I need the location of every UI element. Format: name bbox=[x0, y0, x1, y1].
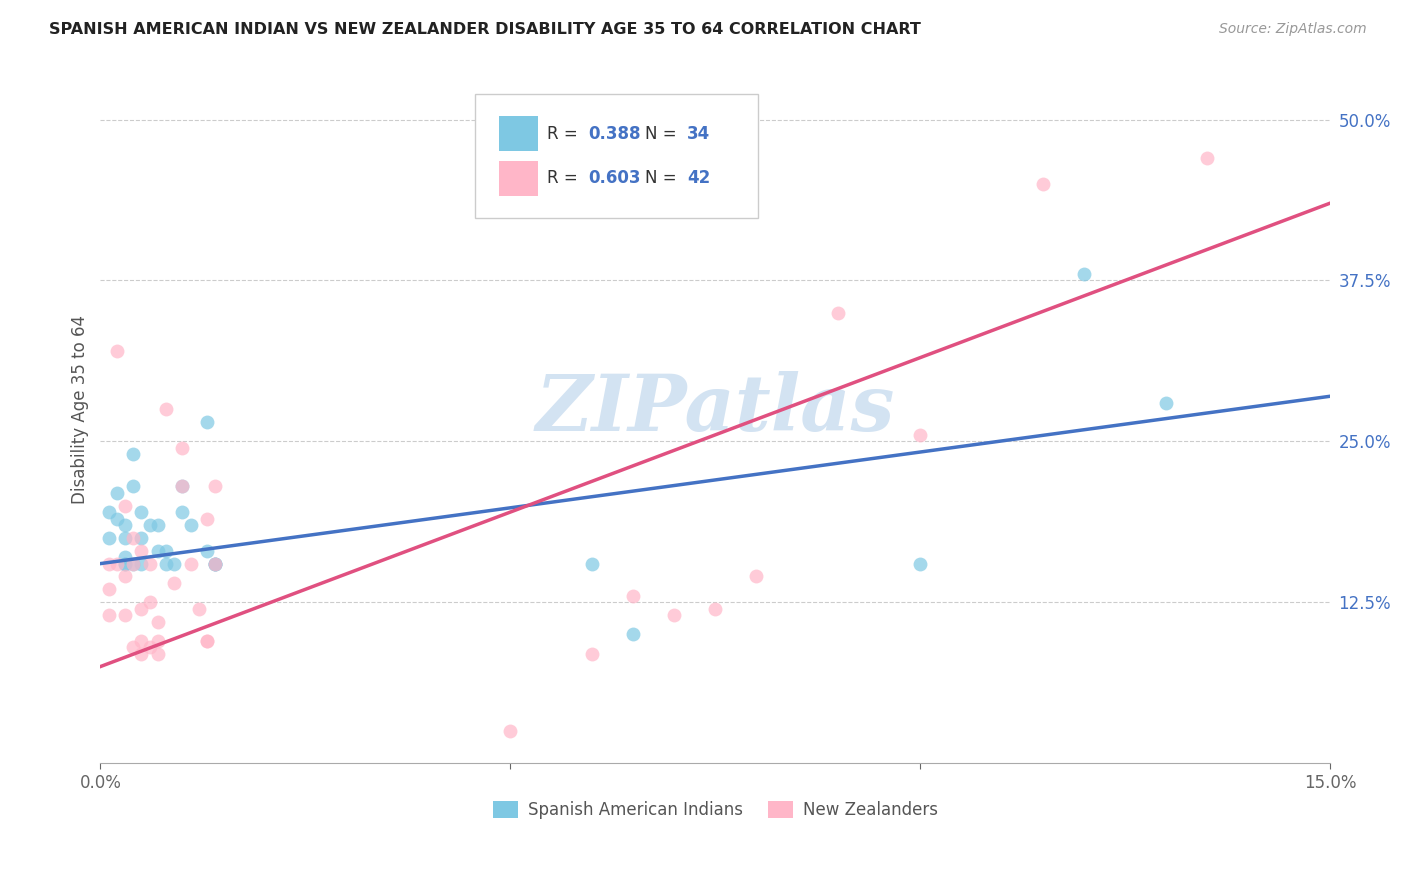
Point bbox=[97, 531, 120, 545]
Point bbox=[138, 595, 160, 609]
Point bbox=[180, 518, 202, 533]
Point bbox=[122, 447, 145, 461]
Text: R =: R = bbox=[547, 125, 582, 143]
Point bbox=[131, 633, 153, 648]
Point bbox=[131, 531, 153, 545]
Point bbox=[114, 518, 136, 533]
Point bbox=[146, 543, 169, 558]
Point bbox=[204, 557, 226, 571]
Text: 42: 42 bbox=[688, 169, 710, 187]
Point bbox=[195, 633, 218, 648]
Point bbox=[122, 479, 145, 493]
Text: R =: R = bbox=[547, 169, 582, 187]
Point bbox=[1154, 395, 1177, 409]
Point bbox=[172, 479, 194, 493]
Point bbox=[195, 633, 218, 648]
Point bbox=[195, 543, 218, 558]
Point bbox=[163, 557, 186, 571]
Point bbox=[172, 479, 194, 493]
Point bbox=[122, 640, 145, 655]
Point bbox=[195, 511, 218, 525]
Point bbox=[105, 344, 128, 359]
Point bbox=[581, 557, 603, 571]
Point bbox=[187, 601, 209, 615]
Point bbox=[1197, 151, 1219, 165]
Point bbox=[131, 601, 153, 615]
Legend: Spanish American Indians, New Zealanders: Spanish American Indians, New Zealanders bbox=[486, 794, 945, 826]
Point bbox=[581, 647, 603, 661]
Point bbox=[1032, 177, 1054, 191]
Point bbox=[908, 428, 931, 442]
Point bbox=[155, 557, 177, 571]
FancyBboxPatch shape bbox=[475, 94, 758, 218]
Point bbox=[105, 485, 128, 500]
Y-axis label: Disability Age 35 to 64: Disability Age 35 to 64 bbox=[72, 315, 89, 504]
Text: N =: N = bbox=[645, 125, 682, 143]
Point bbox=[146, 633, 169, 648]
Point bbox=[163, 575, 186, 590]
Point bbox=[204, 557, 226, 571]
Point bbox=[114, 608, 136, 623]
Point bbox=[204, 557, 226, 571]
Point bbox=[114, 557, 136, 571]
Point bbox=[908, 557, 931, 571]
FancyBboxPatch shape bbox=[499, 116, 538, 152]
FancyBboxPatch shape bbox=[499, 161, 538, 196]
Point bbox=[97, 505, 120, 519]
Point bbox=[155, 543, 177, 558]
Point bbox=[204, 557, 226, 571]
Point bbox=[180, 557, 202, 571]
Point bbox=[664, 608, 686, 623]
Point bbox=[704, 601, 727, 615]
Point bbox=[499, 723, 522, 738]
Point bbox=[172, 441, 194, 455]
Point bbox=[138, 557, 160, 571]
Point bbox=[146, 615, 169, 629]
Point bbox=[131, 557, 153, 571]
Point bbox=[621, 589, 644, 603]
Point bbox=[827, 305, 849, 319]
Point bbox=[114, 499, 136, 513]
Point bbox=[745, 569, 768, 583]
Point bbox=[131, 543, 153, 558]
Point bbox=[122, 557, 145, 571]
Point bbox=[105, 557, 128, 571]
Text: 0.603: 0.603 bbox=[589, 169, 641, 187]
Text: ZIPatlas: ZIPatlas bbox=[536, 371, 894, 448]
Point bbox=[146, 518, 169, 533]
Point bbox=[122, 557, 145, 571]
Point bbox=[97, 608, 120, 623]
Point bbox=[114, 569, 136, 583]
Point bbox=[114, 550, 136, 565]
Point bbox=[122, 531, 145, 545]
Text: Source: ZipAtlas.com: Source: ZipAtlas.com bbox=[1219, 22, 1367, 37]
Point bbox=[131, 647, 153, 661]
Text: 34: 34 bbox=[688, 125, 710, 143]
Point bbox=[195, 415, 218, 429]
Point bbox=[97, 557, 120, 571]
Point bbox=[146, 647, 169, 661]
Text: 0.388: 0.388 bbox=[589, 125, 641, 143]
Text: SPANISH AMERICAN INDIAN VS NEW ZEALANDER DISABILITY AGE 35 TO 64 CORRELATION CHA: SPANISH AMERICAN INDIAN VS NEW ZEALANDER… bbox=[49, 22, 921, 37]
Point bbox=[97, 582, 120, 597]
Point bbox=[131, 505, 153, 519]
Point bbox=[204, 479, 226, 493]
Point bbox=[114, 531, 136, 545]
Point bbox=[621, 627, 644, 641]
Point bbox=[105, 511, 128, 525]
Text: N =: N = bbox=[645, 169, 682, 187]
Point bbox=[138, 640, 160, 655]
Point bbox=[114, 557, 136, 571]
Point bbox=[138, 518, 160, 533]
Point bbox=[1073, 267, 1095, 281]
Point bbox=[155, 402, 177, 417]
Point bbox=[172, 505, 194, 519]
